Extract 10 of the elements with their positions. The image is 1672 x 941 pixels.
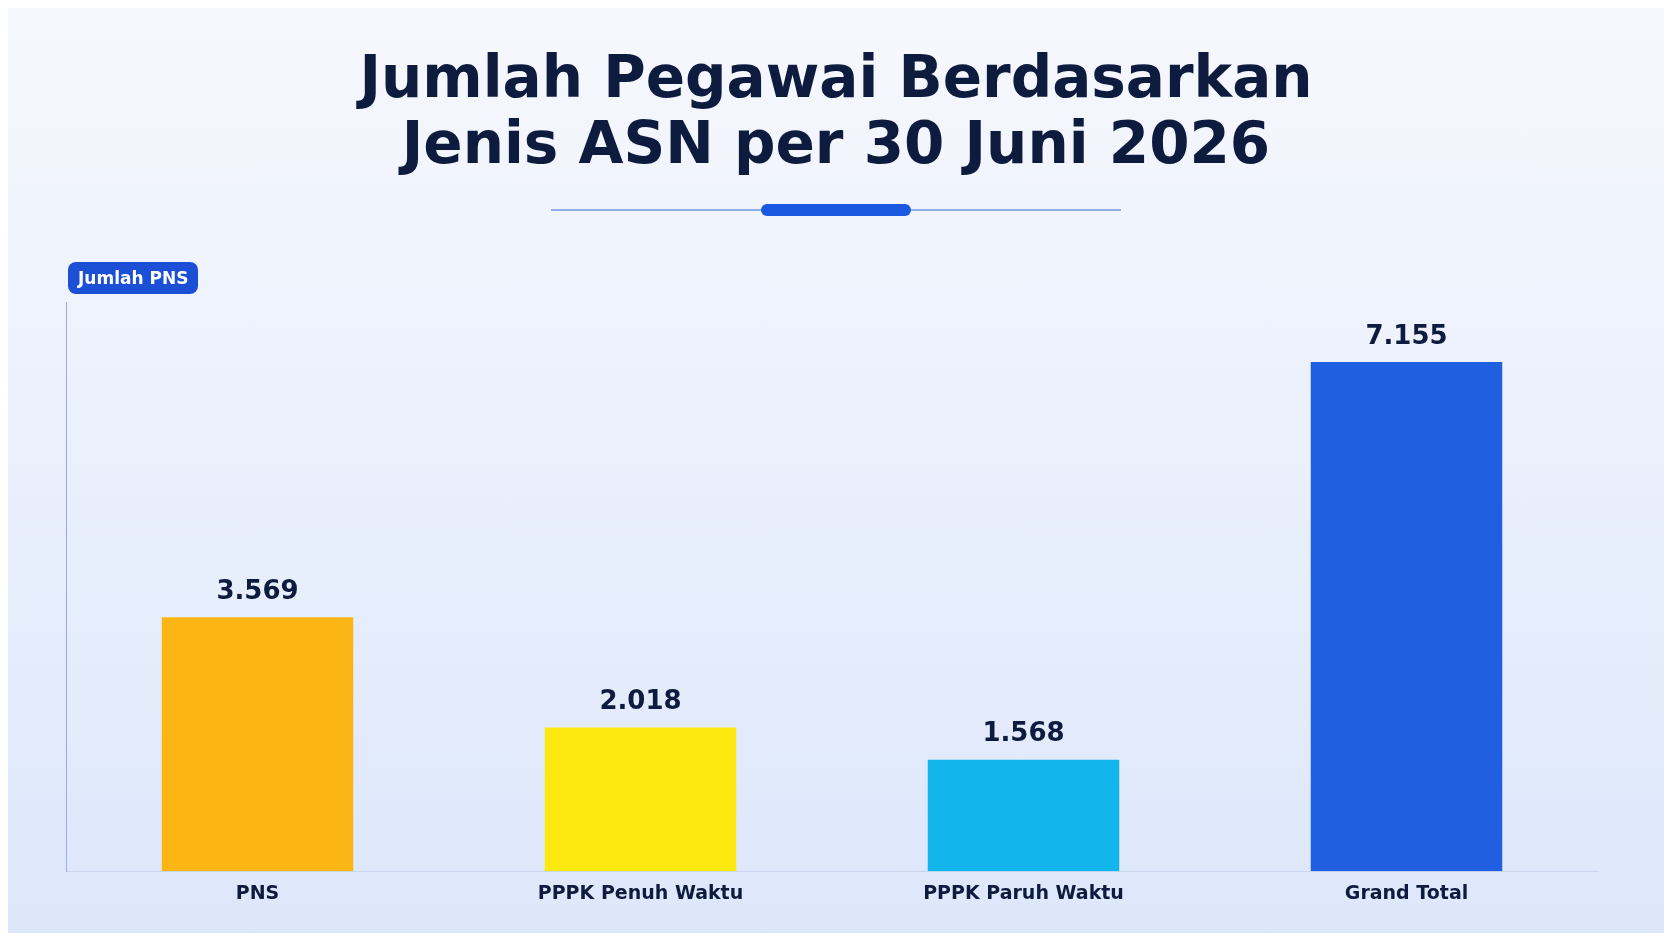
y-axis-title: Jumlah PNS [68, 262, 199, 294]
x-tick-label: PNS [235, 880, 280, 903]
x-tick-label: PPPK Paruh Waktu [923, 880, 1124, 903]
data-label: 3.569 [216, 575, 299, 606]
data-label: 2.018 [599, 685, 682, 716]
x-tick-label: Grand Total [1344, 880, 1469, 903]
data-label: 1.568 [982, 717, 1065, 748]
x-tick-label: PPPK Penuh Waktu [537, 880, 744, 903]
data-label: 7.155 [1365, 319, 1448, 350]
chart-title: Jumlah Pegawai Berdasarkan Jenis ASN per 30 Juni 2026 [355, 42, 1314, 177]
